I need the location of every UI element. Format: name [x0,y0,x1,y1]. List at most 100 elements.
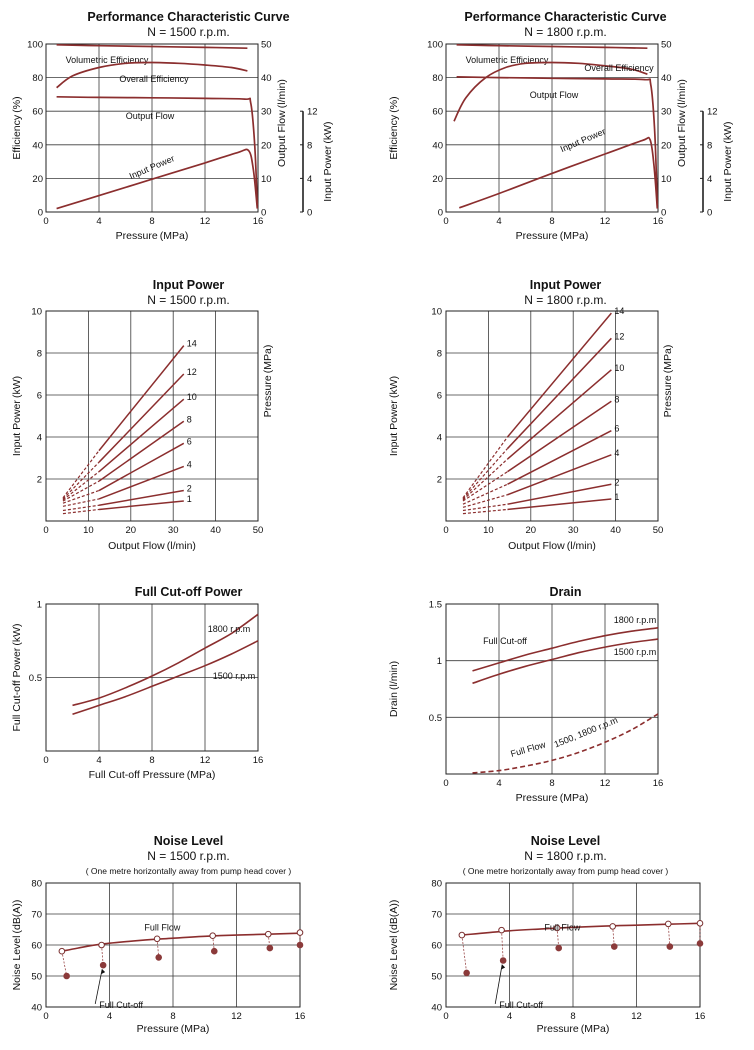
y-tick-label: 40 [431,1003,442,1014]
series-dashed-line [462,458,508,501]
y3-tick-label: 8 [307,140,312,151]
y-tick-label: 10 [661,174,672,185]
noise-chart-1800: Noise Level N = 1800 r.p.m. ( One metre … [377,834,754,1044]
series-label: 4 [614,448,619,458]
cutoff-label: Full Cut-off [499,1000,543,1010]
noise-chart-1500: Noise Level N = 1500 r.p.m. ( One metre … [0,834,377,1044]
noise-plot-1500: 0 4 8 12 16 40 50 60 70 80 Pressure (MPa) Noise Lev… [11,879,305,1036]
y-tick-label: 60 [432,107,443,118]
series-label: 10 [614,363,624,373]
series-line [507,454,612,496]
y-tick-label: 40 [32,140,43,151]
series-dashed-line [62,504,100,512]
series-line [56,61,248,89]
series-dashed-line [62,480,100,502]
x-tick-label: 10 [83,525,94,536]
y3-tick-label: 12 [307,107,318,118]
cutoff-point [99,961,107,969]
full-flow-point [696,920,704,927]
full-flow-curve [461,922,701,936]
x-tick-label: 0 [43,1011,48,1022]
x-axis-label: Pressure (MPa) [537,1023,610,1035]
input-power-plot-1500: 0 10 20 30 40 50 2 4 6 8 10 Output Flow (l/min) Inpu… [11,307,274,553]
cutoff-point [210,947,218,955]
chart-subtitle: N = 1500 r.p.m. [147,293,230,307]
x-tick-label: 16 [653,778,664,789]
drain-plot: 0 4 8 12 16 0.5 1 1.5 Pressure (MPa) Drain (l/min… [388,600,664,805]
series-line [98,442,185,492]
x-axis-label: Full Cut-off Pressure (MPa) [89,769,216,781]
series-line [506,369,612,460]
y2-axis-label: Output Flow (l/min) [676,79,688,167]
x-axis-label: Output Flow (l/min) [108,540,196,552]
series-label: 12 [614,331,624,341]
full-flow-point [498,926,505,934]
x-tick-label: 20 [526,525,537,536]
series-dashed-line [62,461,100,500]
x-axis-label: Pressure (MPa) [516,792,589,804]
noise-plot-1800: 0 4 8 12 16 40 50 60 70 80 Pressure (MPa) Noise Lev… [388,879,705,1036]
plot-frame [445,43,659,213]
y-tick-label: 20 [661,140,672,151]
series-line [472,638,659,685]
x-tick-label: 4 [96,755,101,766]
series-label: 1 [614,492,619,502]
y-tick-label: 20 [32,174,43,185]
series-label: 8 [187,414,192,424]
x-tick-label: 0 [443,778,448,789]
x-tick-label: 30 [168,525,179,536]
series-label: Overall Efficiency [584,63,654,73]
chart-subtitle: N = 1500 r.p.m. [147,849,230,863]
y3-tick-label: 4 [307,174,312,185]
series-line [98,500,184,511]
plot-frame [445,310,659,522]
x-axis-label: Output Flow (l/min) [508,540,596,552]
x-tick-label: 12 [200,755,211,766]
full-flow-point [553,924,561,932]
series-label: 14 [614,306,624,316]
x-tick-label: 12 [631,1011,642,1022]
x-tick-label: 40 [210,525,221,536]
y-axis-label: Efficiency (%) [11,96,23,159]
series-label: 2 [614,477,619,487]
series-line [98,489,184,506]
y-axis-label: Drain (l/min) [388,661,400,717]
full-flow-point [58,947,66,955]
y-tick-label: 20 [261,140,272,151]
y3-tick-label: 0 [707,208,712,219]
y-tick-label: 6 [37,391,42,402]
x-tick-label: 12 [231,1011,242,1022]
x-tick-label: 8 [149,216,154,227]
connector-line [212,935,215,952]
y-axis-label: Full Cut-off Power (kW) [11,623,23,731]
chart-subtitle: N = 1800 r.p.m. [524,849,607,863]
x-tick-label: 8 [170,1011,175,1022]
plot-frame [445,603,659,775]
series-line [98,373,185,463]
cutoff-power-chart: Full Cut-off Power 0 4 8 12 16 0.5 1 Full Cut-o… [0,585,377,810]
y-tick-label: 60 [32,107,43,118]
y-tick-label: 50 [261,40,272,51]
y-tick-label: 50 [431,972,442,983]
y-tick-label: 10 [31,307,42,318]
x-tick-label: 12 [200,216,211,227]
connector-line [501,930,504,961]
x-tick-label: 50 [253,525,264,536]
y3-tick-label: 4 [707,174,712,185]
cutoff-point [63,972,70,980]
chart-subtitle: N = 1800 r.p.m. [524,293,607,307]
cutoff-point [555,944,563,952]
x-tick-label: 0 [443,1011,448,1022]
input-power-chart-1500: Input Power N = 1500 r.p.m. 0 10 20 30 40 50 2… [0,278,377,558]
curve-label: Full Flow [509,739,547,759]
callout-arrowhead [501,964,506,970]
x-tick-label: 0 [443,525,448,536]
y-tick-label: 8 [437,349,442,360]
y-tick-label: 80 [432,73,443,84]
series-label: 10 [187,392,197,402]
series-label: 8 [614,394,619,404]
y-tick-label: 40 [661,73,672,84]
y-tick-label: 30 [661,107,672,118]
connector-line [667,923,671,947]
